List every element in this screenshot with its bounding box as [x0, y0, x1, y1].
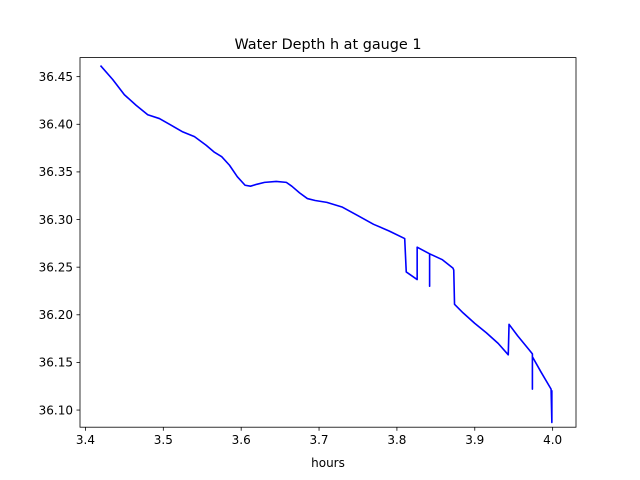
- y-axis-ticks: 36.10 36.15 36.20 36.25 36.30 36.35 36.40 36.45: [39, 70, 80, 417]
- y-tick-label: 36.45: [39, 70, 73, 84]
- y-tick-label: 36.30: [39, 213, 73, 227]
- x-tick-label: 3.7: [309, 433, 328, 447]
- y-tick-label: 36.25: [39, 260, 73, 274]
- x-axis-label: hours: [311, 456, 345, 470]
- chart-title: Water Depth h at gauge 1: [234, 37, 421, 53]
- series-line: [99, 65, 553, 424]
- x-tick-label: 3.5: [154, 433, 173, 447]
- x-tick-label: 3.8: [387, 433, 406, 447]
- axes-frame: [79, 57, 577, 428]
- y-tick-label: 36.15: [39, 356, 73, 370]
- y-tick-label: 36.20: [39, 308, 73, 322]
- x-tick-label: 3.9: [465, 433, 484, 447]
- y-tick-label: 36.40: [39, 118, 73, 132]
- x-tick-label: 4.0: [543, 433, 562, 447]
- plot-area: [80, 57, 576, 428]
- y-tick-label: 36.35: [39, 165, 73, 179]
- series-layer: [99, 65, 553, 424]
- x-tick-label: 3.6: [232, 433, 251, 447]
- x-axis-ticks: 3.4 3.5 3.6 3.7 3.8 3.9 4.0: [76, 427, 562, 447]
- x-tick-label: 3.4: [76, 433, 95, 447]
- y-tick-label: 36.10: [39, 403, 73, 417]
